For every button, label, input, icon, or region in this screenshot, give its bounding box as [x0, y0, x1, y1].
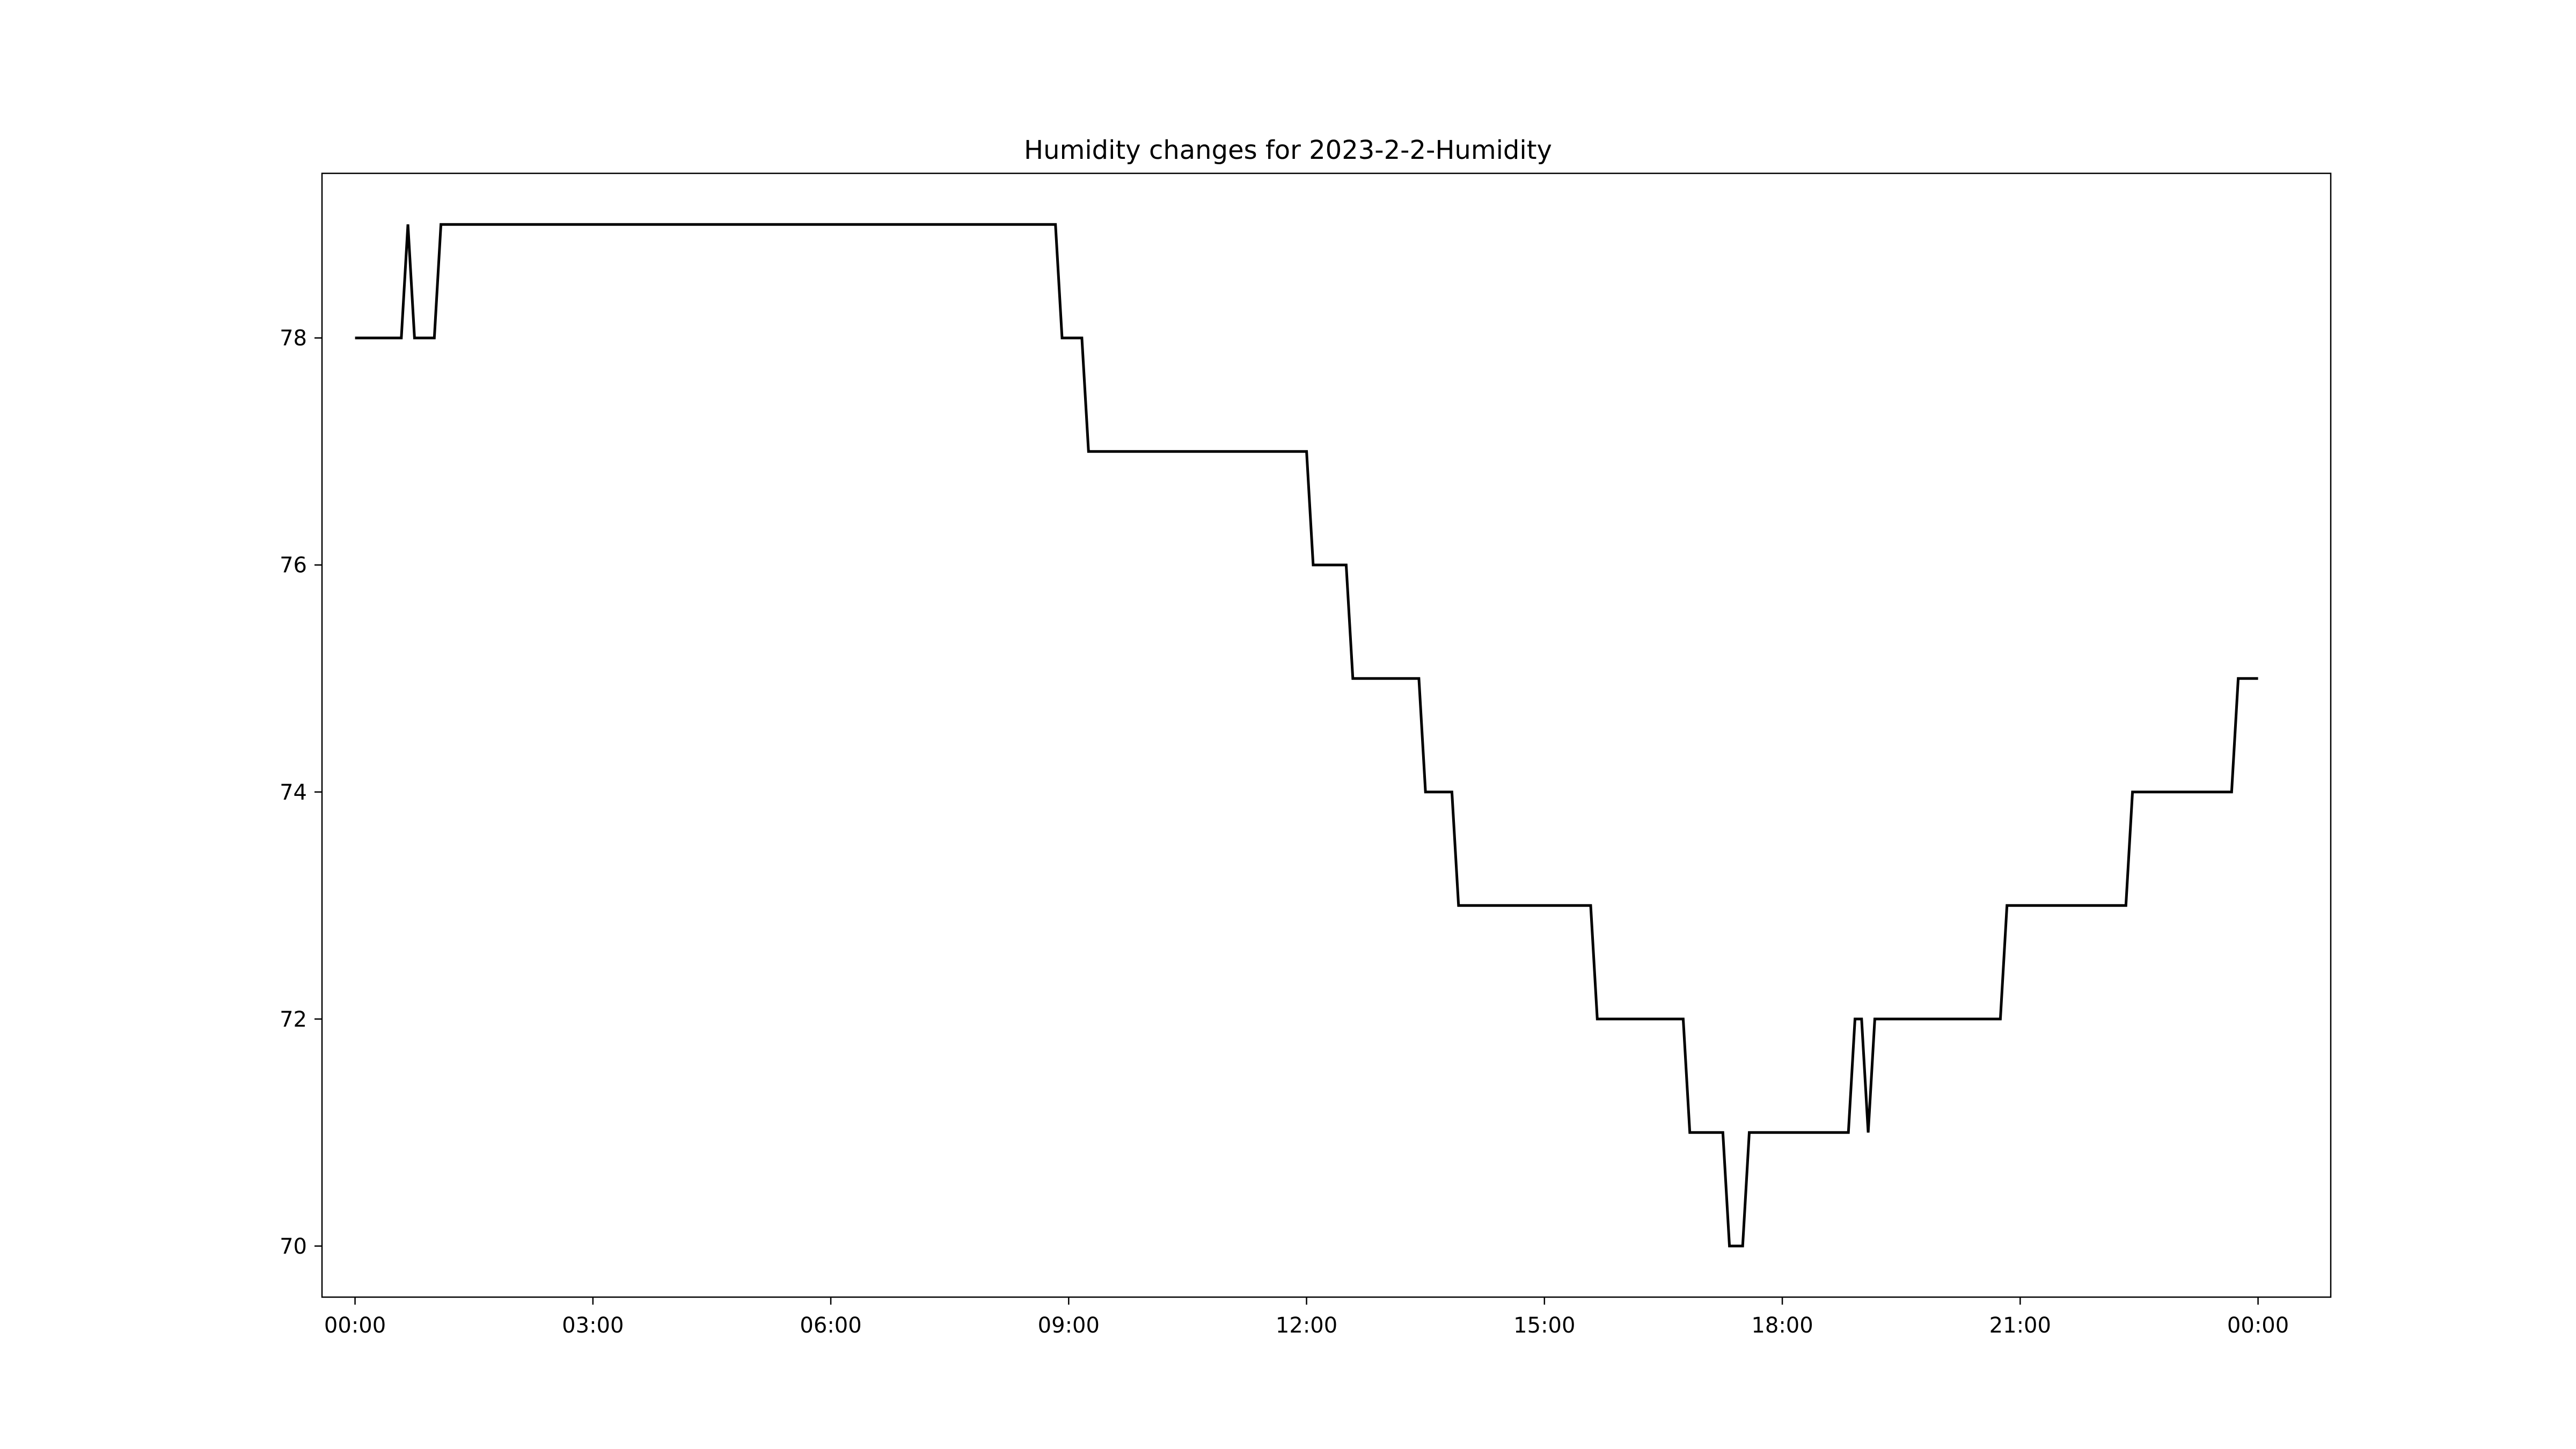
x-tick-label: 09:00 [1038, 1313, 1100, 1338]
x-tick-label: 03:00 [562, 1313, 624, 1338]
y-tick-label: 78 [280, 326, 307, 351]
plot-area [355, 223, 2258, 1248]
y-tick-label: 72 [280, 1007, 307, 1032]
x-tick-label: 18:00 [1751, 1313, 1813, 1338]
x-axis-ticks: 00:00 03:00 06:00 09:00 12:00 15:00 18:00 21:00… [324, 1297, 2289, 1338]
y-tick-label: 76 [280, 553, 307, 578]
x-tick-label: 15:00 [1513, 1313, 1575, 1338]
axes-frame [321, 172, 2332, 1298]
x-tick-label: 00:00 [324, 1313, 386, 1338]
y-axis-ticks: 70 72 74 76 78 [280, 326, 322, 1259]
x-tick-label: 06:00 [800, 1313, 861, 1338]
y-tick-label: 70 [280, 1234, 307, 1259]
chart-title: Humidity changes for 2023-2-2-Humidity [1024, 135, 1552, 165]
x-tick-label: 00:00 [2227, 1313, 2289, 1338]
humidity-series-line [355, 223, 2258, 1248]
x-tick-label: 12:00 [1276, 1313, 1337, 1338]
x-tick-label: 21:00 [1989, 1313, 2051, 1338]
y-tick-label: 74 [280, 780, 307, 805]
